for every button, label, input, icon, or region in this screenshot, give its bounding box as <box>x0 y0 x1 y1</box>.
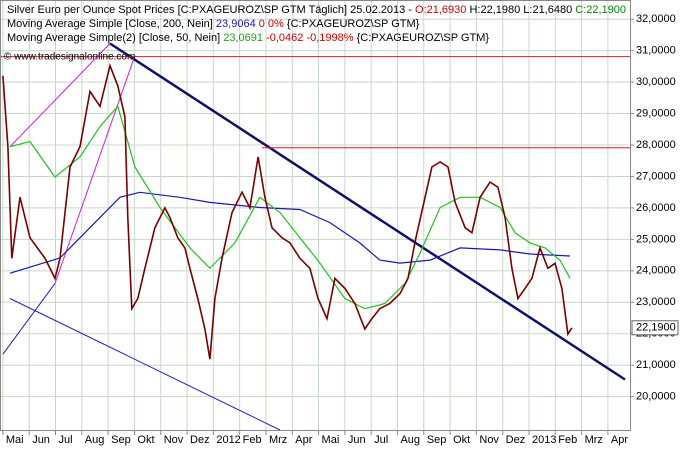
y-tick-label: 20,0000 <box>636 391 676 403</box>
trend-line <box>54 55 136 284</box>
y-tick-label: 21,0000 <box>636 359 676 371</box>
x-tick-label: Feb <box>243 434 262 446</box>
x-tick-label: Dez <box>506 434 526 446</box>
x-tick-label: Jun <box>348 434 366 446</box>
x-tick-label: Sep <box>111 434 131 446</box>
y-tick-label: 30,0000 <box>636 76 676 88</box>
legend-price: Silver Euro per Ounce Spot Prices [C:PXA… <box>7 4 626 16</box>
series-line <box>9 191 571 274</box>
x-tick-label: Okt <box>137 434 154 446</box>
x-tick-label: Feb <box>558 434 577 446</box>
watermark: © www.tradesignalonline.com <box>4 52 135 63</box>
trend-line <box>9 43 111 148</box>
plot-area <box>0 0 630 431</box>
x-tick-label: Aug <box>85 434 105 446</box>
plot-frame <box>0 0 631 431</box>
y-tick-label: 27,0000 <box>636 170 676 182</box>
trend-line <box>9 298 281 431</box>
y-tick-label: 25,0000 <box>636 233 676 245</box>
y-tick-label: 24,0000 <box>636 265 676 277</box>
last-price-box <box>631 320 679 336</box>
y-tick-label: 29,0000 <box>636 107 676 119</box>
trend-line <box>2 283 56 355</box>
x-tick-label: Okt <box>453 434 470 446</box>
y-tick-label: 26,0000 <box>636 202 676 214</box>
x-tick-label: 2012 <box>216 434 240 446</box>
x-tick-label: Mai <box>322 434 340 446</box>
x-tick-label: Mrz <box>269 434 287 446</box>
x-tick-label: Aug <box>400 434 420 446</box>
y-tick-label: 31,0000 <box>636 45 676 57</box>
series-line <box>2 63 573 360</box>
y-tick-label: 28,0000 <box>636 139 676 151</box>
x-tick-label: Dez <box>190 434 210 446</box>
legend-ma50: Moving Average Simple(2) [Close, 50, Nei… <box>7 32 489 44</box>
x-tick-label: Nov <box>164 434 184 446</box>
x-tick-label: 2013 <box>532 434 556 446</box>
x-tick-label: Mrz <box>585 434 603 446</box>
x-tick-label: Jun <box>32 434 50 446</box>
x-tick-label: Apr <box>611 434 628 446</box>
x-tick-label: Jul <box>59 434 73 446</box>
y-tick-label: 32,0000 <box>636 13 676 25</box>
x-tick-label: Sep <box>427 434 447 446</box>
y-tick-label: 23,0000 <box>636 296 676 308</box>
x-tick-label: Apr <box>295 434 312 446</box>
last-price-label: 22,1900 <box>636 322 676 334</box>
x-tick-label: Mai <box>6 434 24 446</box>
x-tick-label: Jul <box>374 434 388 446</box>
trend-line <box>109 42 626 381</box>
legend-ma200: Moving Average Simple [Close, 200, Nein]… <box>7 18 420 30</box>
x-tick-label: Nov <box>479 434 499 446</box>
